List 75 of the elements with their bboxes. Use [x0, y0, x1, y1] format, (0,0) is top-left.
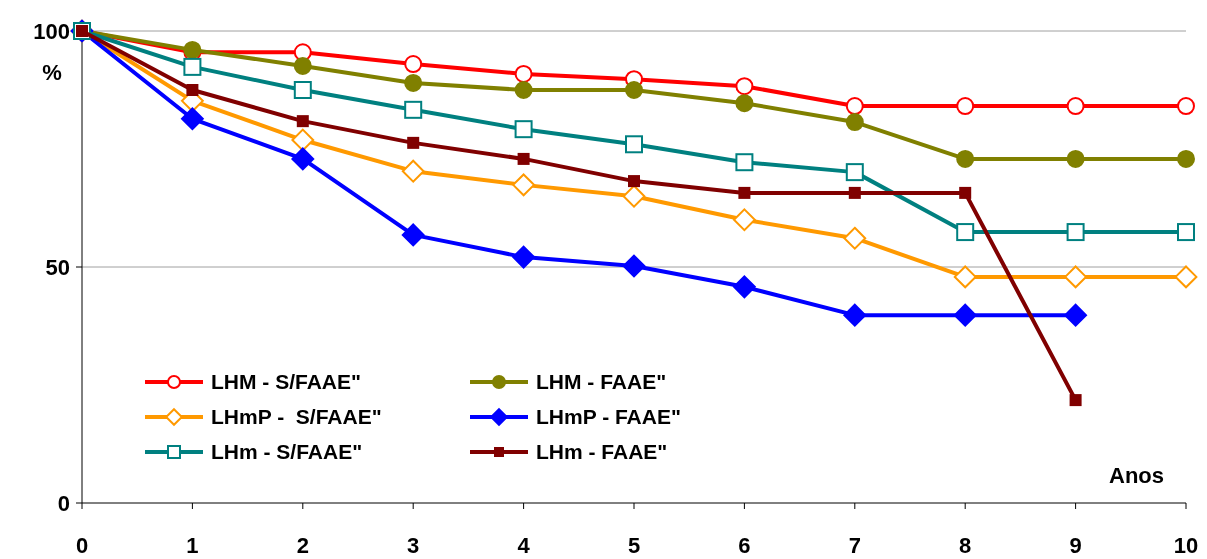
- x-tick-label: 2: [296, 533, 309, 558]
- point: [291, 128, 315, 152]
- point: [512, 173, 535, 197]
- legend-label: LHmP - FAAE": [536, 405, 681, 429]
- legend-label: LHM - FAAE": [536, 370, 667, 394]
- point: [1177, 97, 1195, 116]
- point: [843, 303, 867, 327]
- legend-label: LHM - S/FAAE": [211, 370, 361, 394]
- point: [186, 84, 199, 96]
- point: [407, 136, 420, 149]
- point: [401, 223, 425, 247]
- x-axis-title: Anos: [1109, 463, 1164, 488]
- point: [848, 186, 861, 199]
- point: [845, 113, 864, 132]
- point: [1069, 394, 1082, 407]
- y-tick-label: 50: [45, 254, 70, 280]
- x-tick-label: 5: [627, 533, 641, 558]
- point: [845, 163, 864, 182]
- x-tick-label: 4: [517, 533, 531, 558]
- point: [956, 223, 975, 242]
- point: [1177, 149, 1195, 168]
- point: [293, 81, 312, 99]
- point: [625, 135, 643, 154]
- point: [512, 245, 535, 269]
- point: [735, 94, 754, 113]
- point: [625, 81, 643, 99]
- point: [404, 100, 423, 119]
- point: [845, 97, 864, 116]
- point: [514, 81, 533, 99]
- point: [953, 303, 977, 327]
- point: [628, 175, 640, 188]
- point: [735, 153, 754, 172]
- point: [293, 56, 312, 75]
- point: [1064, 265, 1087, 289]
- x-tick-label: 0: [75, 533, 89, 558]
- point: [514, 64, 533, 83]
- point: [404, 73, 423, 92]
- legend-label: LHm - S/FAAE": [211, 440, 363, 464]
- point: [404, 55, 423, 74]
- point: [1066, 97, 1085, 116]
- point: [296, 115, 309, 128]
- point: [953, 265, 977, 289]
- legend-label: LHm - FAAE": [536, 440, 668, 464]
- point: [733, 275, 756, 299]
- point: [181, 107, 204, 131]
- y-tick-label: 0: [57, 490, 70, 516]
- x-tick-label: 3: [407, 533, 420, 558]
- legend-label: LHmP - S/FAAE": [211, 405, 382, 429]
- point: [1066, 149, 1085, 168]
- point: [517, 152, 530, 165]
- point: [622, 184, 646, 208]
- point: [956, 97, 975, 116]
- point: [514, 120, 533, 139]
- point: [733, 208, 756, 232]
- point: [738, 186, 751, 199]
- x-tick-label: 10: [1173, 533, 1199, 558]
- point: [843, 226, 867, 250]
- point: [1174, 265, 1198, 289]
- point: [622, 254, 646, 278]
- point: [401, 159, 425, 183]
- y-axis-title: %: [42, 60, 62, 85]
- x-tick-label: 6: [738, 533, 751, 558]
- x-tick-label: 8: [959, 533, 972, 558]
- point: [1177, 223, 1195, 242]
- point: [183, 57, 202, 76]
- point: [735, 77, 754, 96]
- x-tick-label: 7: [848, 533, 861, 558]
- x-tick-label: 1: [186, 533, 199, 558]
- point: [959, 186, 972, 199]
- point: [1064, 303, 1087, 327]
- y-tick-label: 100: [33, 18, 70, 44]
- point: [956, 149, 975, 168]
- x-tick-label: 9: [1069, 533, 1082, 558]
- point: [1066, 223, 1085, 242]
- point: [291, 147, 315, 171]
